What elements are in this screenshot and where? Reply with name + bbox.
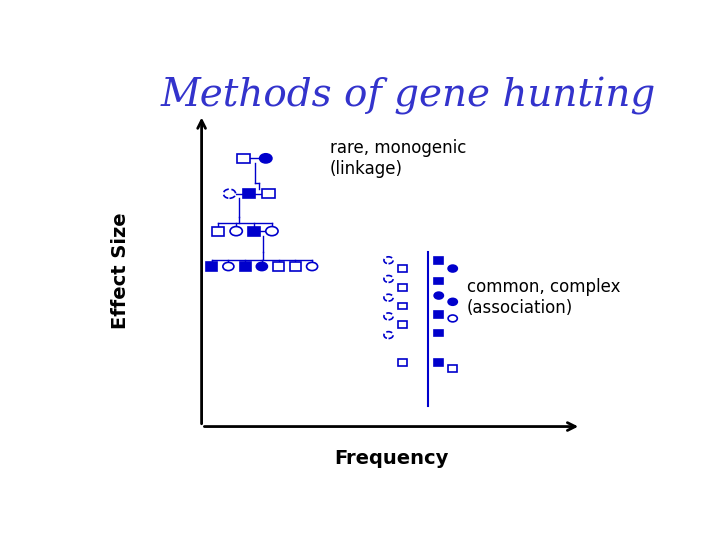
Bar — [448, 365, 457, 372]
Circle shape — [384, 313, 393, 320]
Circle shape — [384, 275, 393, 282]
Bar — [290, 262, 301, 271]
Circle shape — [223, 189, 235, 198]
Bar — [434, 359, 444, 366]
Circle shape — [384, 257, 393, 264]
Circle shape — [434, 292, 444, 299]
Text: Frequency: Frequency — [334, 449, 449, 468]
Bar — [206, 262, 217, 271]
Circle shape — [448, 265, 457, 272]
Bar — [240, 262, 251, 271]
Bar — [273, 262, 284, 271]
Circle shape — [384, 332, 393, 339]
Circle shape — [307, 262, 318, 271]
Bar — [398, 284, 407, 291]
Bar — [243, 189, 255, 198]
Circle shape — [260, 154, 272, 163]
Bar — [434, 257, 444, 264]
Text: Effect Size: Effect Size — [111, 212, 130, 329]
Circle shape — [266, 227, 278, 235]
Bar — [434, 278, 444, 285]
Bar — [434, 311, 444, 318]
Bar — [262, 189, 275, 198]
Circle shape — [384, 294, 393, 301]
Circle shape — [230, 227, 243, 235]
Text: common, complex
(association): common, complex (association) — [467, 278, 620, 317]
Circle shape — [448, 299, 457, 305]
Circle shape — [448, 315, 457, 322]
Bar — [248, 227, 260, 235]
Bar — [398, 359, 407, 366]
Bar — [238, 154, 250, 163]
Bar — [398, 265, 407, 272]
Bar — [212, 227, 225, 235]
Circle shape — [223, 262, 234, 271]
Bar — [398, 321, 407, 328]
Bar — [434, 329, 444, 336]
Text: rare, monogenic
(linkage): rare, monogenic (linkage) — [330, 139, 467, 178]
Bar — [398, 302, 407, 309]
Circle shape — [256, 262, 267, 271]
Text: Methods of gene hunting: Methods of gene hunting — [161, 77, 656, 115]
